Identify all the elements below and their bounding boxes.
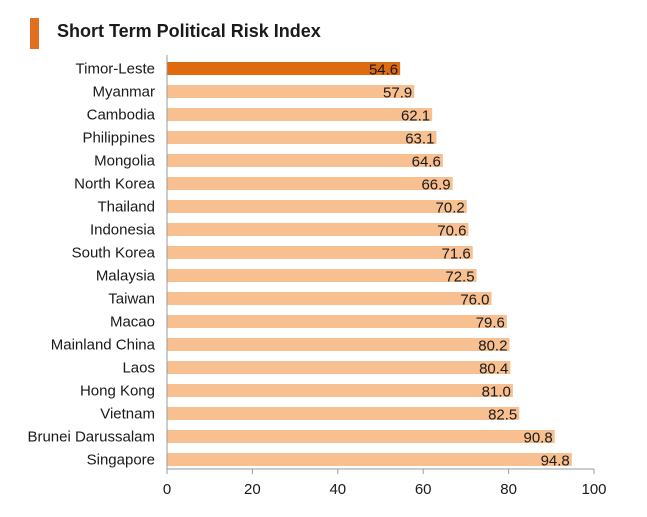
category-label: Indonesia xyxy=(90,222,156,239)
bar xyxy=(167,62,401,75)
value-label: 81.0 xyxy=(482,384,511,401)
value-label: 80.2 xyxy=(478,338,507,355)
bar xyxy=(167,361,511,374)
value-label: 79.6 xyxy=(476,315,505,332)
category-label: Brunei Darussalam xyxy=(27,429,155,446)
category-label: Philippines xyxy=(82,130,155,147)
category-label: Macao xyxy=(110,314,155,331)
category-label: Mongolia xyxy=(94,153,156,170)
bar xyxy=(167,315,507,328)
category-label: Cambodia xyxy=(87,107,156,124)
bar xyxy=(167,453,572,466)
x-tick-label: 60 xyxy=(415,481,432,498)
bar xyxy=(167,292,492,305)
chart-title: Short Term Political Risk Index xyxy=(57,21,321,41)
value-label: 72.5 xyxy=(445,269,474,286)
value-label: 76.0 xyxy=(460,292,489,309)
value-label: 90.8 xyxy=(524,430,553,447)
bar xyxy=(167,338,510,351)
bar xyxy=(167,407,520,420)
x-tick-label: 100 xyxy=(581,481,606,498)
value-label: 54.6 xyxy=(369,62,398,79)
bar xyxy=(167,85,415,98)
x-axis: 0 20 40 60 80 100 xyxy=(163,55,607,498)
title-accent-bar xyxy=(30,18,39,49)
value-label: 70.6 xyxy=(437,223,466,240)
bar xyxy=(167,131,437,144)
category-label: North Korea xyxy=(74,176,156,193)
value-label: 66.9 xyxy=(421,177,450,194)
bar xyxy=(167,430,555,443)
value-label: 80.4 xyxy=(479,361,508,378)
value-label: 82.5 xyxy=(488,407,517,424)
bar xyxy=(167,269,477,282)
bar xyxy=(167,108,433,121)
bar xyxy=(167,154,443,167)
value-label: 57.9 xyxy=(383,85,412,102)
x-tick-label: 80 xyxy=(500,481,517,498)
bar xyxy=(167,223,469,236)
bars-group: Timor-Leste 54.6 Myanmar 57.9 Cambodia 62.1 Ph… xyxy=(27,61,572,470)
category-label: Laos xyxy=(122,360,155,377)
category-label: Singapore xyxy=(87,452,155,469)
category-label: Malaysia xyxy=(96,268,156,285)
category-label: Mainland China xyxy=(51,337,156,354)
value-label: 70.2 xyxy=(436,200,465,217)
value-label: 94.8 xyxy=(541,453,570,470)
value-label: 64.6 xyxy=(412,154,441,171)
x-tick-label: 20 xyxy=(244,481,261,498)
value-label: 63.1 xyxy=(405,131,434,148)
bar xyxy=(167,200,467,213)
bar xyxy=(167,177,453,190)
bar xyxy=(167,246,473,259)
category-label: South Korea xyxy=(72,245,156,262)
category-label: Myanmar xyxy=(92,84,155,101)
category-label: Timor-Leste xyxy=(76,61,155,78)
category-label: Thailand xyxy=(97,199,155,216)
category-label: Vietnam xyxy=(100,406,155,423)
x-tick-label: 0 xyxy=(163,481,171,498)
value-label: 62.1 xyxy=(401,108,430,125)
category-label: Hong Kong xyxy=(80,383,155,400)
category-label: Taiwan xyxy=(108,291,155,308)
x-tick-label: 40 xyxy=(329,481,346,498)
bar xyxy=(167,384,513,397)
value-label: 71.6 xyxy=(442,246,471,263)
